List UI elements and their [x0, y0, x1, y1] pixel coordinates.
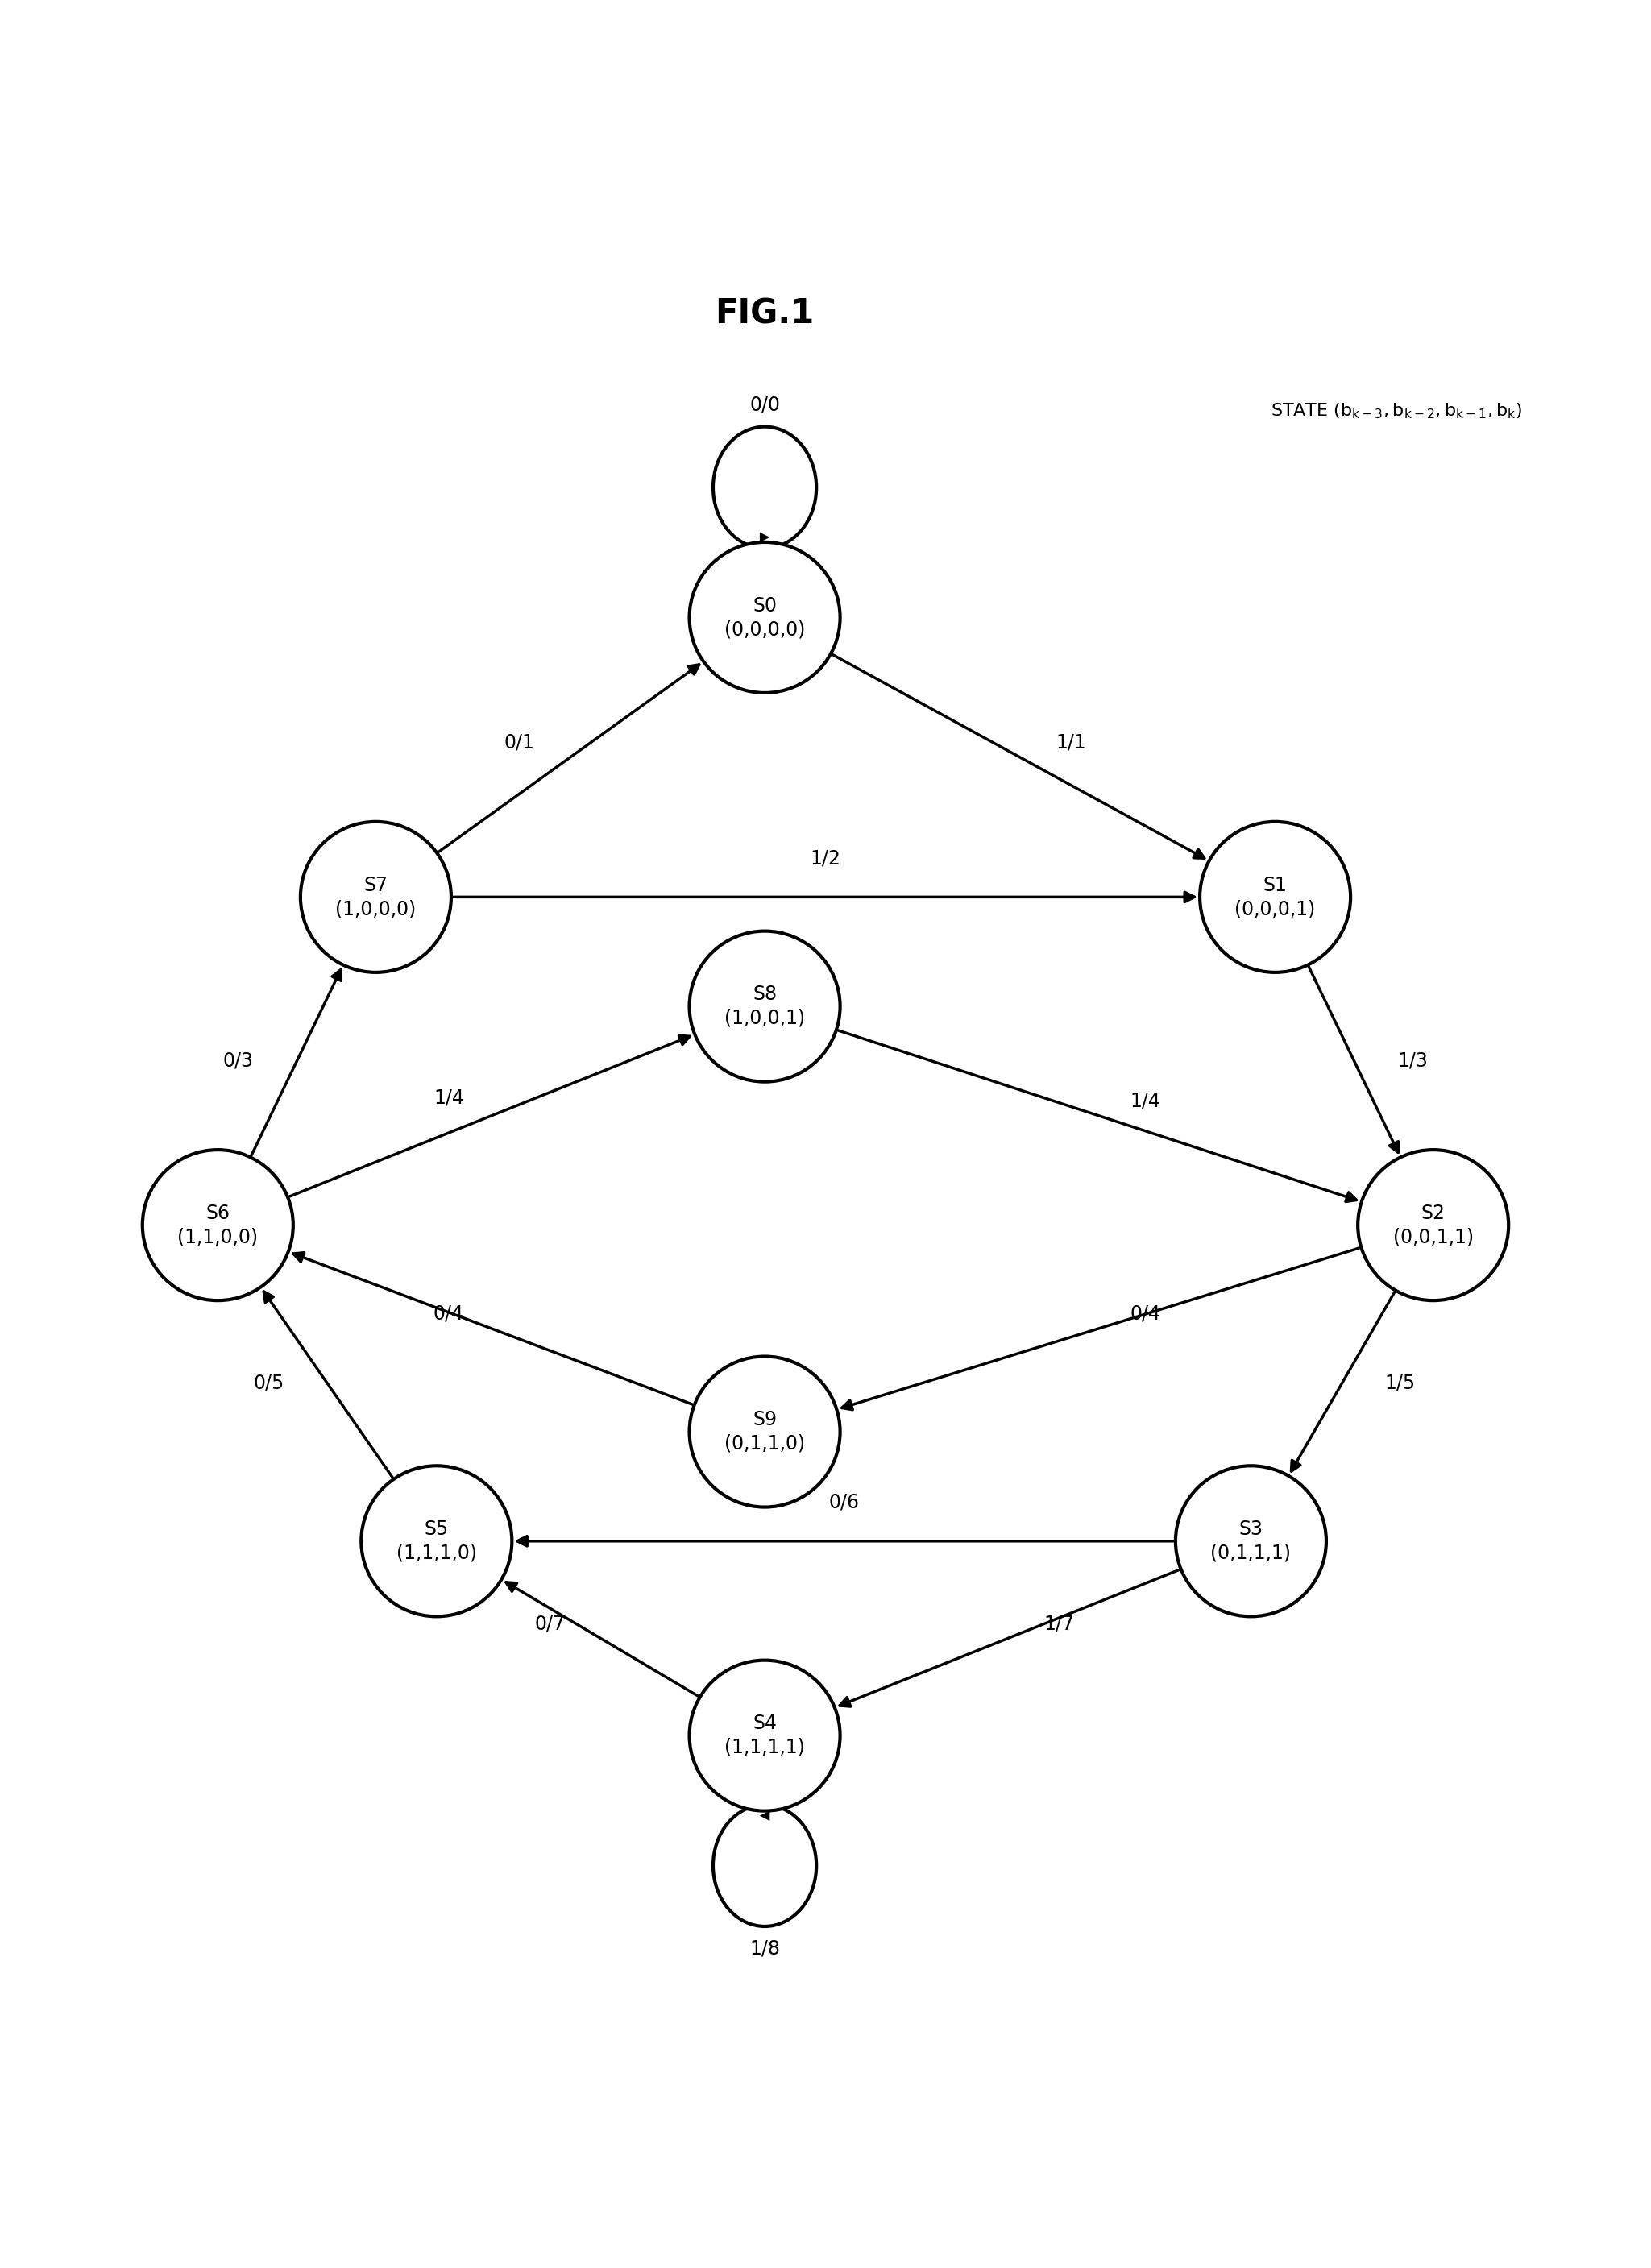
Text: 0/3: 0/3 — [223, 1052, 254, 1070]
Text: S4
(1,1,1,1): S4 (1,1,1,1) — [725, 1715, 806, 1758]
Text: S6
(1,1,0,0): S6 (1,1,0,0) — [177, 1204, 258, 1247]
Text: S9
(0,1,1,0): S9 (0,1,1,0) — [725, 1411, 806, 1454]
Text: 1/2: 1/2 — [811, 848, 840, 869]
Text: 0/0: 0/0 — [750, 395, 779, 415]
Text: S7
(1,0,0,0): S7 (1,0,0,0) — [335, 875, 416, 919]
Text: 1/3: 1/3 — [1397, 1052, 1428, 1070]
Text: S3
(0,1,1,1): S3 (0,1,1,1) — [1210, 1520, 1291, 1563]
Text: S1
(0,0,0,1): S1 (0,0,0,1) — [1235, 875, 1316, 919]
Text: FIG.1: FIG.1 — [715, 297, 814, 331]
Text: S0
(0,0,0,0): S0 (0,0,0,0) — [725, 596, 806, 640]
Text: 0/4: 0/4 — [434, 1304, 464, 1325]
Circle shape — [142, 1150, 294, 1300]
Text: 1/8: 1/8 — [750, 1939, 779, 1957]
Circle shape — [690, 542, 840, 692]
Text: 0/7: 0/7 — [535, 1615, 565, 1633]
Circle shape — [690, 932, 840, 1082]
Text: 1/7: 1/7 — [1043, 1615, 1075, 1633]
Circle shape — [1200, 821, 1351, 973]
Text: 0/4: 0/4 — [1129, 1304, 1161, 1325]
Text: S2
(0,0,1,1): S2 (0,0,1,1) — [1393, 1204, 1474, 1247]
Circle shape — [300, 821, 451, 973]
Text: 1/1: 1/1 — [1055, 733, 1086, 753]
Text: 0/1: 0/1 — [504, 733, 535, 753]
Text: STATE ($\mathregular{b_{k-3},b_{k-2},b_{k-1},b_{k}}$): STATE ($\mathregular{b_{k-3},b_{k-2},b_{… — [1271, 401, 1522, 420]
Circle shape — [1357, 1150, 1509, 1300]
Text: 0/5: 0/5 — [254, 1374, 284, 1393]
Text: 1/4: 1/4 — [1129, 1091, 1161, 1111]
Text: S5
(1,1,1,0): S5 (1,1,1,0) — [396, 1520, 477, 1563]
Text: 1/5: 1/5 — [1385, 1374, 1417, 1393]
Text: 0/6: 0/6 — [829, 1492, 859, 1513]
Text: 1/4: 1/4 — [434, 1089, 464, 1107]
Circle shape — [362, 1465, 512, 1617]
Text: S8
(1,0,0,1): S8 (1,0,0,1) — [725, 984, 806, 1027]
Circle shape — [1176, 1465, 1326, 1617]
Circle shape — [690, 1356, 840, 1508]
Circle shape — [690, 1660, 840, 1810]
